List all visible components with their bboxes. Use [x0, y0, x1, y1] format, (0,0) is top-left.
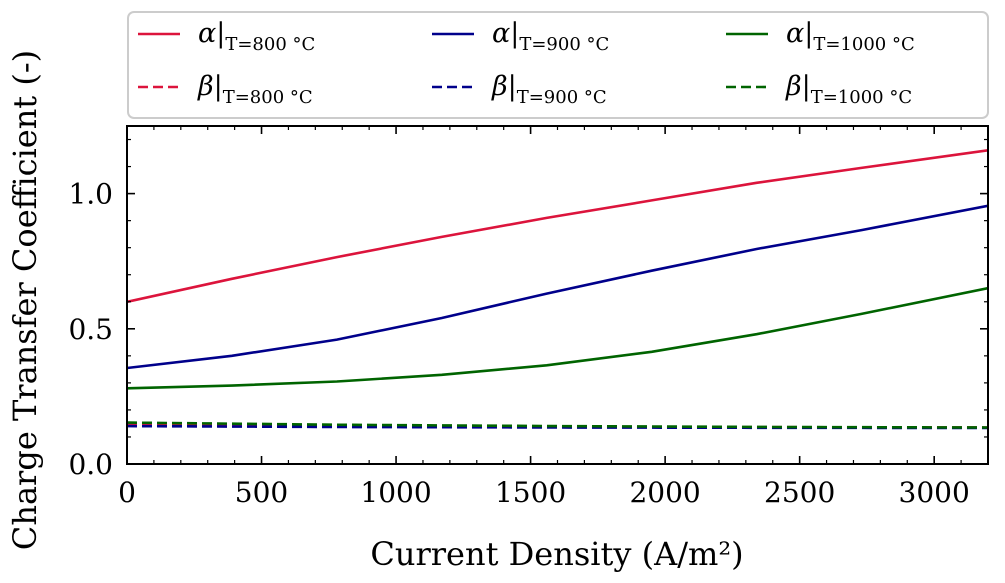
y-tick-label: 0.0 — [68, 448, 113, 481]
series-line-beta-t-1000-c — [127, 421, 988, 429]
x-tick-label: 0 — [118, 476, 136, 509]
plot-area: 0 500 1000 1500 2000 2500 3000 0.0 0.5 1.0 — [68, 125, 989, 509]
legend-entry-label: α|T=1000 °C — [786, 18, 915, 55]
x-tick-label: 3000 — [899, 476, 970, 509]
y-tick-label: 0.5 — [68, 313, 113, 346]
y-axis-title: Charge Transfer Coefficient (-) — [6, 50, 44, 550]
legend: α|T=800 °C α|T=900 °C α|T=1000 °C β|T=800 °… — [127, 11, 989, 119]
axes-frame — [126, 125, 989, 465]
legend-entry-label: β|T=900 °C — [491, 71, 607, 108]
x-tick-label: 500 — [235, 476, 288, 509]
series-line-beta-t-900-c — [127, 424, 988, 430]
x-tick-label: 1500 — [495, 476, 566, 509]
legend-entry-label: α|T=800 °C — [198, 18, 315, 55]
legend-entry-label: α|T=900 °C — [492, 18, 609, 55]
series-line-alpha-t-800-c — [127, 149, 988, 304]
x-axis-title: Current Density (A/m²) — [370, 535, 743, 573]
y-tick-label: 1.0 — [68, 178, 113, 211]
series-line-alpha-t-900-c — [127, 204, 988, 370]
legend-entry-label: β|T=800 °C — [197, 71, 313, 108]
series-line-alpha-t-1000-c — [127, 286, 988, 390]
x-tick-label: 2500 — [764, 476, 835, 509]
legend-entry-label: β|T=1000 °C — [785, 71, 912, 108]
x-tick-label: 1000 — [360, 476, 431, 509]
legend-frame — [127, 11, 989, 119]
x-tick-label: 2000 — [629, 476, 700, 509]
